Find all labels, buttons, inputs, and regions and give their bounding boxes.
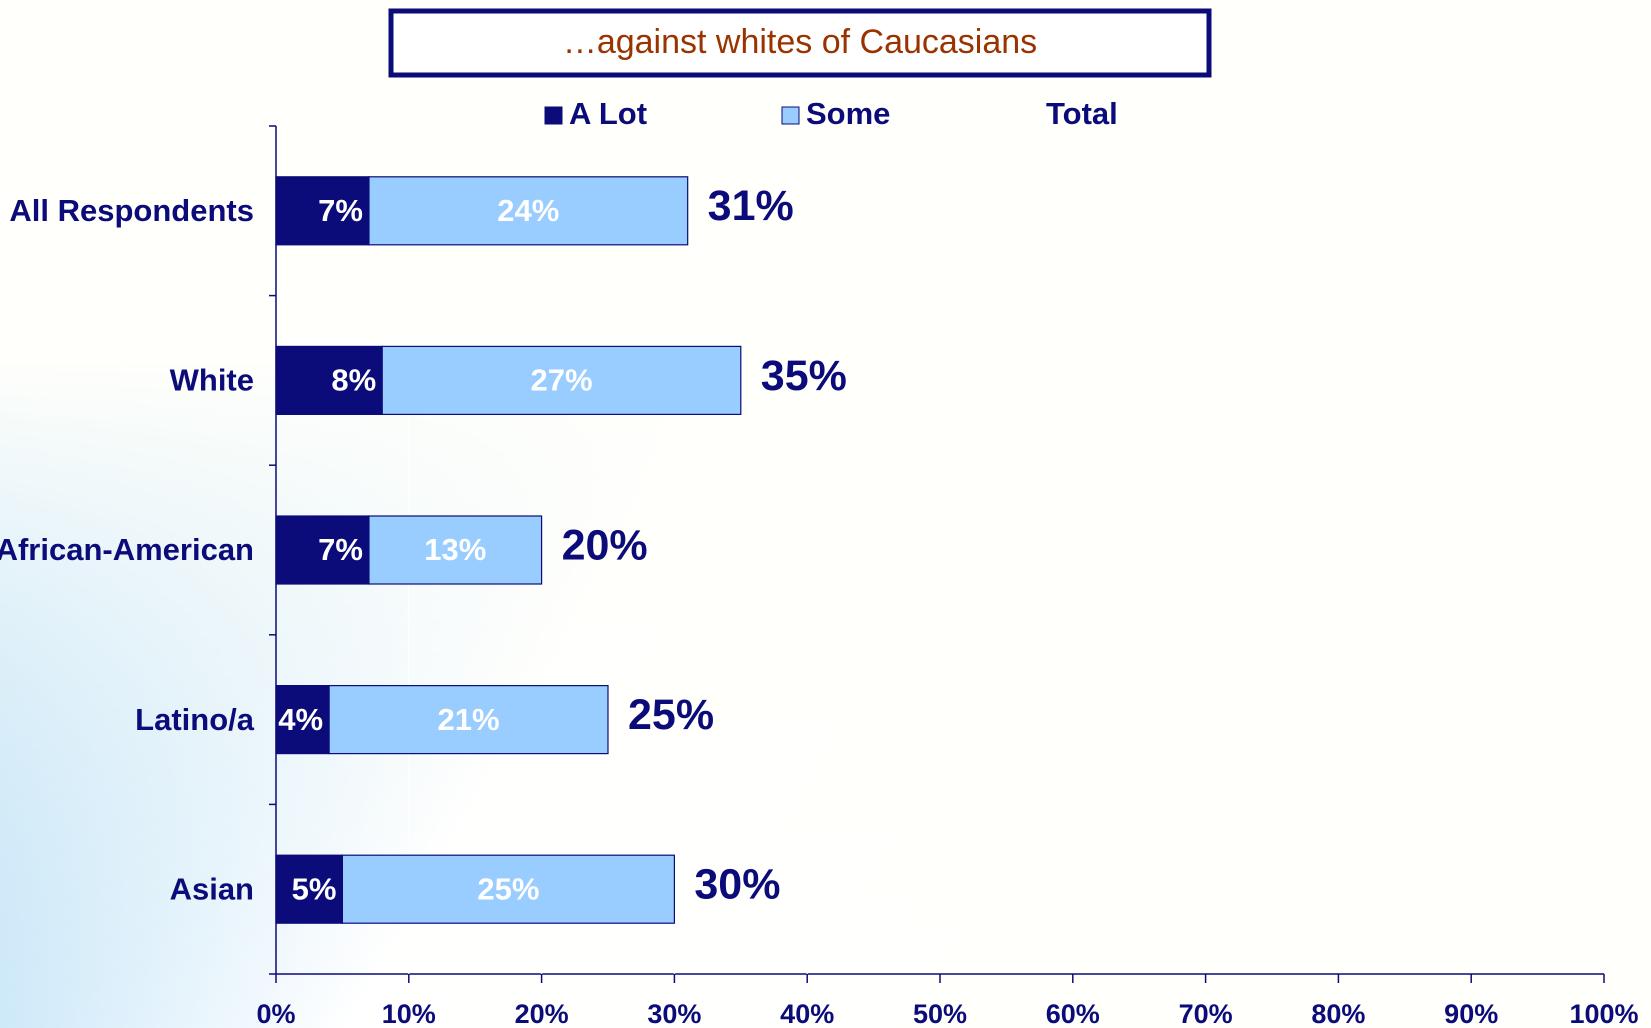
x-tick-label: 20%: [515, 999, 569, 1028]
total-label: 30%: [694, 861, 780, 909]
value-label: 7%: [318, 193, 363, 228]
value-label: 21%: [438, 702, 500, 737]
category-label: Asian: [170, 871, 254, 906]
bar-segment: [275, 176, 370, 246]
total-label: 25%: [628, 691, 714, 739]
x-tick-label: 70%: [1179, 999, 1233, 1028]
legend-marker: [544, 106, 563, 125]
bar-segment: [275, 345, 383, 415]
bar-segment: [328, 684, 609, 755]
legend-marker: [781, 106, 800, 125]
value-label: 25%: [477, 871, 539, 906]
category-label: African-American: [0, 532, 254, 567]
category-label: All Respondents: [9, 193, 254, 228]
bar-segment: [275, 515, 370, 585]
legend-label: A Lot: [569, 96, 647, 131]
bar-segment: [341, 854, 675, 924]
value-label: 5%: [292, 871, 337, 906]
bar-segment: [368, 515, 543, 585]
value-label: 13%: [424, 532, 486, 567]
x-tick-label: 10%: [382, 999, 436, 1028]
x-tick-label: 80%: [1311, 999, 1365, 1028]
x-tick-label: 0%: [256, 999, 295, 1028]
value-label: 8%: [331, 363, 376, 398]
value-label: 7%: [318, 532, 363, 567]
x-tick-label: 40%: [780, 999, 834, 1028]
legend-label: Total: [1046, 96, 1118, 131]
bar-segment: [368, 176, 689, 246]
legend-label: Some: [806, 96, 890, 131]
total-label: 20%: [562, 521, 648, 569]
chart-title: …against whites of Caucasians: [563, 23, 1037, 61]
category-label: Latino/a: [135, 702, 255, 737]
title-box: [388, 8, 1212, 78]
total-label: 35%: [761, 352, 847, 400]
x-tick-label: 60%: [1046, 999, 1100, 1028]
bar-segment: [381, 345, 742, 415]
total-label: 31%: [708, 182, 794, 230]
x-tick-label: 100%: [1569, 999, 1638, 1028]
value-label: 27%: [530, 363, 592, 398]
x-tick-label: 90%: [1444, 999, 1498, 1028]
x-tick-label: 50%: [913, 999, 967, 1028]
category-label: White: [170, 363, 254, 398]
x-tick-label: 30%: [647, 999, 701, 1028]
bar-segment: [275, 684, 330, 755]
value-label: 4%: [278, 702, 323, 737]
bar-segment: [275, 854, 344, 924]
value-label: 24%: [497, 193, 559, 228]
